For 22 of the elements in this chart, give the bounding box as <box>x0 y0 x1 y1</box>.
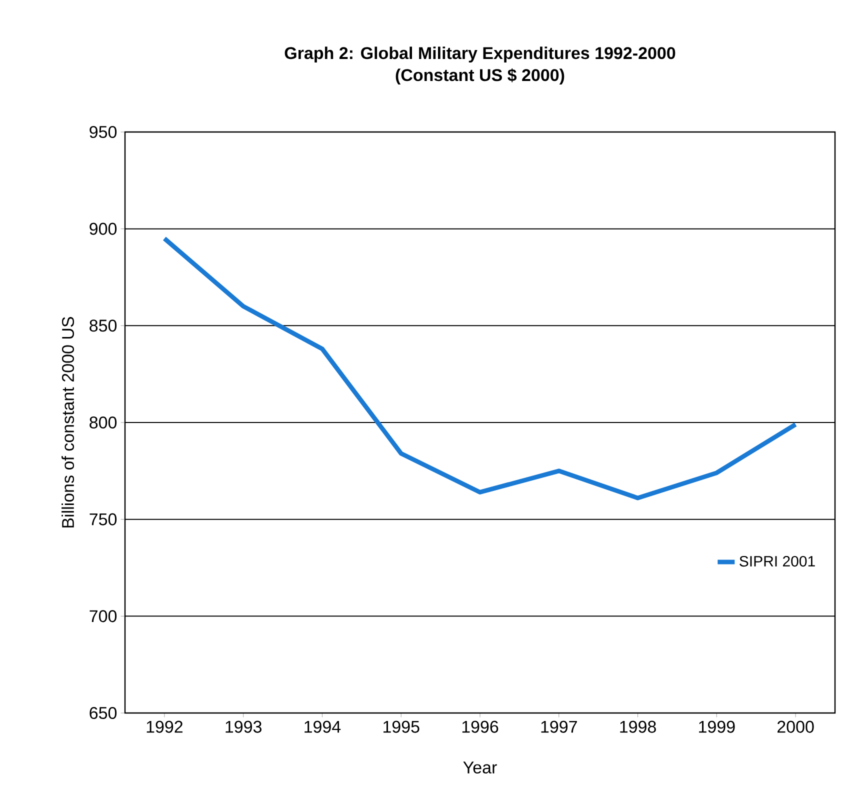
y-tick-label: 950 <box>90 126 117 138</box>
x-tick-label: 2000 <box>778 720 814 733</box>
y-tick-label: 900 <box>90 222 117 235</box>
x-tick-label: 1995 <box>384 720 420 733</box>
y-tick-label: 700 <box>90 610 117 622</box>
line-series <box>162 236 798 500</box>
x-tick-label: 1996 <box>462 720 498 733</box>
x-tick-label: 1997 <box>541 720 577 733</box>
x-tick-label: 1998 <box>620 720 656 733</box>
x-axis-title: Year <box>463 762 497 774</box>
y-tick-label: 800 <box>90 416 117 429</box>
x-tick-label: 1994 <box>304 720 341 733</box>
y-tick-label: 850 <box>90 320 117 332</box>
y-tick-label: 750 <box>90 513 117 526</box>
x-tick-label: 1993 <box>226 720 262 733</box>
legend-label: SIPRI 2001 <box>740 556 815 567</box>
y-tick-label: 650 <box>90 706 117 720</box>
x-tick-label: 1999 <box>699 720 735 733</box>
x-tick-label: 1992 <box>146 720 182 733</box>
chart-title: Graph 2: Global Military Expenditures 1992-2000 <box>284 46 676 62</box>
y-axis-title: Billions of constant 2000 US <box>62 317 74 528</box>
chart-subtitle: (Constant US $ 2000) <box>396 68 564 84</box>
